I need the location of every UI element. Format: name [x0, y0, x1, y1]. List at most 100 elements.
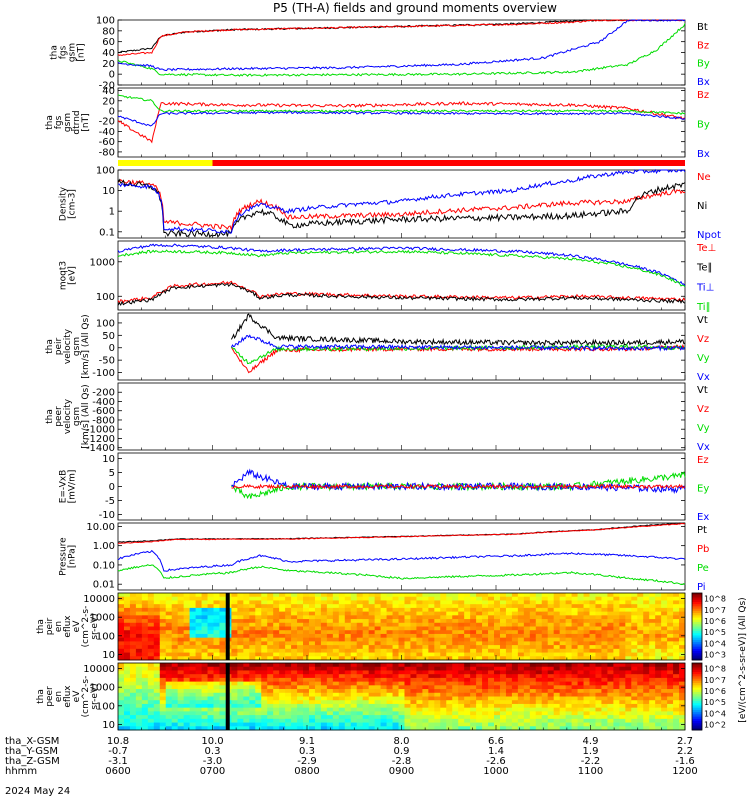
- heatmap-cell: [189, 615, 196, 620]
- heatmap-cell: [195, 674, 202, 679]
- heatmap-cell: [273, 604, 280, 609]
- heatmap-cell: [291, 674, 298, 679]
- heatmap-cell: [392, 711, 399, 716]
- heatmap-cell: [368, 626, 376, 631]
- heatmap-cell: [159, 685, 167, 690]
- heatmap-cell: [219, 648, 226, 653]
- heatmap-cell: [458, 637, 465, 642]
- heatmap-cell: [679, 593, 686, 598]
- heatmap-cell: [350, 681, 358, 686]
- heatmap-cell: [583, 630, 590, 635]
- heatmap-cell: [482, 645, 489, 650]
- heatmap-cell: [589, 666, 596, 671]
- heatmap-cell: [141, 615, 149, 620]
- legend-entry: Pb: [697, 544, 709, 555]
- heatmap-cell: [404, 593, 411, 598]
- heatmap-cell: [237, 596, 244, 601]
- heatmap-cell: [165, 626, 173, 631]
- heatmap-cell: [446, 622, 453, 627]
- heatmap-cell: [440, 726, 447, 731]
- heatmap-cell: [589, 596, 596, 601]
- heatmap-cell: [183, 630, 191, 635]
- heatmap-cell: [291, 711, 298, 716]
- heatmap-cell: [392, 696, 399, 701]
- heatmap-cell: [458, 596, 465, 601]
- heatmap-cell: [303, 626, 310, 631]
- heatmap-cell: [607, 703, 614, 709]
- heatmap-cell: [189, 626, 196, 631]
- heatmap-cell: [159, 648, 167, 653]
- heatmap-cell: [195, 645, 202, 650]
- heatmap-cell: [673, 641, 680, 646]
- heatmap-cell: [255, 681, 262, 686]
- heatmap-cell: [332, 703, 340, 709]
- heatmap-cell: [380, 619, 387, 624]
- heatmap-cell: [565, 685, 572, 690]
- heatmap-cell: [201, 637, 208, 642]
- heatmap-cell: [285, 656, 292, 661]
- heatmap-cell: [285, 681, 292, 686]
- heatmap-cell: [332, 600, 340, 605]
- heatmap-cell: [201, 593, 208, 598]
- heatmap-cell: [607, 596, 614, 601]
- x-axis-value: 1200: [672, 766, 697, 777]
- heatmap-cell: [374, 700, 382, 705]
- heatmap-cell: [517, 656, 525, 661]
- heatmap-cell: [129, 593, 137, 598]
- heatmap-cell: [613, 622, 620, 627]
- colorbar-step: [692, 599, 702, 603]
- heatmap-cell: [159, 656, 167, 661]
- heatmap-cell: [625, 641, 632, 646]
- heatmap-cell: [673, 670, 680, 675]
- heatmap-cell: [177, 722, 185, 727]
- heatmap-cell: [231, 652, 238, 657]
- heatmap-cell: [595, 648, 602, 653]
- heatmap-cell: [159, 604, 167, 609]
- heatmap-cell: [547, 663, 555, 668]
- heatmap-cell: [631, 718, 638, 723]
- heatmap-cell: [571, 637, 578, 642]
- heatmap-cell: [338, 681, 346, 686]
- heatmap-cell: [171, 600, 179, 605]
- heatmap-cell: [380, 637, 387, 642]
- heatmap-cell: [649, 711, 656, 716]
- heatmap-cell: [571, 641, 578, 646]
- heatmap-cell: [601, 648, 608, 653]
- heatmap-cell: [135, 685, 143, 690]
- heatmap-cell: [368, 696, 376, 701]
- colorbar-step: [692, 725, 702, 729]
- heatmap-cell: [494, 674, 501, 679]
- heatmap-cell: [362, 596, 370, 601]
- heatmap-cell: [129, 703, 137, 709]
- heatmap-cell: [607, 593, 614, 598]
- heatmap-cell: [398, 652, 405, 657]
- heatmap-cell: [350, 593, 358, 598]
- heatmap-cell: [267, 607, 274, 613]
- heatmap-cell: [320, 663, 328, 668]
- heatmap-cell: [338, 674, 346, 679]
- y-tick-label: -600: [92, 406, 115, 417]
- heatmap-cell: [553, 645, 561, 650]
- heatmap-cell: [380, 689, 387, 694]
- heatmap-cell: [129, 707, 137, 712]
- heatmap-cell: [392, 656, 399, 661]
- heatmap-cell: [410, 711, 417, 716]
- heatmap-cell: [297, 641, 304, 646]
- heatmap-cell: [195, 619, 202, 624]
- heatmap-cell: [464, 677, 471, 683]
- heatmap-cell: [153, 677, 161, 683]
- heatmap-cell: [368, 652, 376, 657]
- heatmap-cell: [237, 674, 244, 679]
- heatmap-cell: [499, 648, 507, 653]
- heatmap-cell: [607, 663, 614, 668]
- heatmap-cell: [470, 622, 477, 627]
- heatmap-cell: [649, 637, 656, 642]
- heatmap-cell: [541, 619, 549, 624]
- heatmap-cell: [547, 707, 555, 712]
- heatmap-cell: [308, 670, 316, 675]
- heatmap-cell: [505, 715, 513, 720]
- heatmap-cell: [362, 681, 370, 686]
- heatmap-cell: [392, 715, 399, 720]
- heatmap-cell: [320, 718, 328, 723]
- heatmap-cell: [135, 648, 143, 653]
